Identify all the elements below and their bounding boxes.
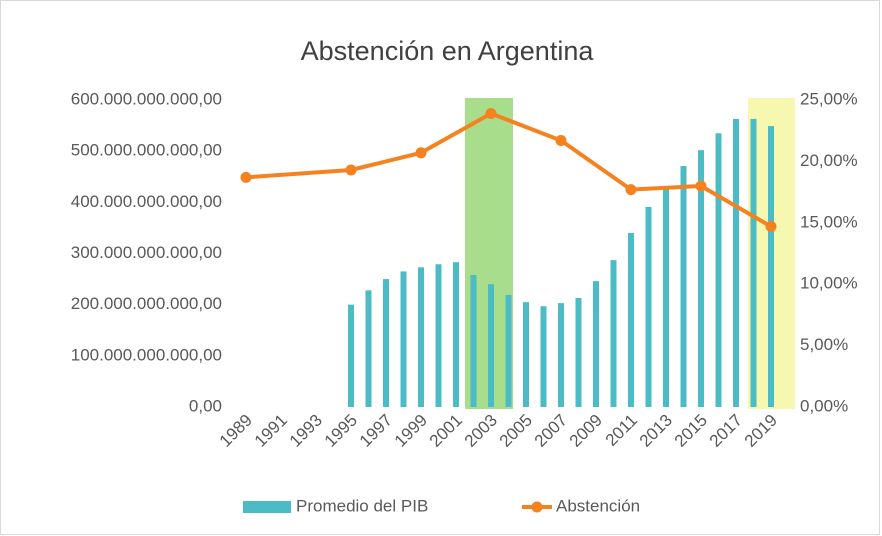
bar [593, 281, 599, 407]
bar [768, 126, 774, 407]
y2-tick-label: 20,00% [800, 151, 858, 170]
y-tick-label: 400.000.000.000,00 [71, 192, 222, 211]
line-marker [765, 220, 777, 232]
bar [645, 206, 652, 407]
bar [400, 271, 407, 407]
legend-label: Promedio del PIB [296, 496, 428, 515]
bar [733, 118, 739, 407]
bar [540, 306, 547, 407]
legend-marker [531, 501, 543, 513]
line-marker [695, 180, 707, 192]
bar [488, 284, 494, 407]
y-tick-label: 0,00 [189, 396, 222, 415]
bar [558, 303, 564, 407]
line [245, 111, 773, 229]
y-tick-label: 300.000.000.000,00 [71, 243, 222, 262]
line-marker [485, 108, 497, 120]
line-marker [625, 184, 637, 196]
bar [470, 274, 477, 407]
bar [680, 166, 687, 407]
chart-title: Abstención en Argentina [301, 36, 595, 66]
bar [750, 118, 757, 407]
bar [365, 290, 372, 407]
bar [348, 304, 354, 407]
y-tick-label: 200.000.000.000,00 [71, 294, 222, 313]
bar [575, 298, 582, 407]
y2-tick-label: 15,00% [800, 212, 858, 231]
legend-swatch [243, 501, 291, 513]
bar [715, 133, 722, 407]
bar [383, 279, 389, 407]
y-tick-label: 500.000.000.000,00 [71, 141, 222, 160]
y2-tick-label: 10,00% [800, 274, 858, 293]
y2-tick-label: 5,00% [800, 335, 848, 354]
bar [523, 302, 529, 407]
y-tick-label: 100.000.000.000,00 [71, 345, 222, 364]
bar [505, 294, 512, 407]
legend-label: Abstención [556, 496, 640, 515]
line-marker [345, 164, 357, 176]
y2-tick-label: 0,00% [800, 396, 848, 415]
bar [663, 186, 669, 407]
bar [628, 233, 634, 407]
bar [418, 267, 424, 407]
line-marker [555, 135, 567, 147]
line-marker [240, 171, 252, 183]
bar [610, 260, 617, 407]
bar [435, 264, 442, 407]
bar [698, 150, 704, 408]
y-tick-label: 600.000.000.000,00 [71, 89, 222, 108]
y2-tick-label: 25,00% [800, 89, 858, 108]
line-marker [415, 147, 427, 159]
bar [453, 262, 459, 407]
